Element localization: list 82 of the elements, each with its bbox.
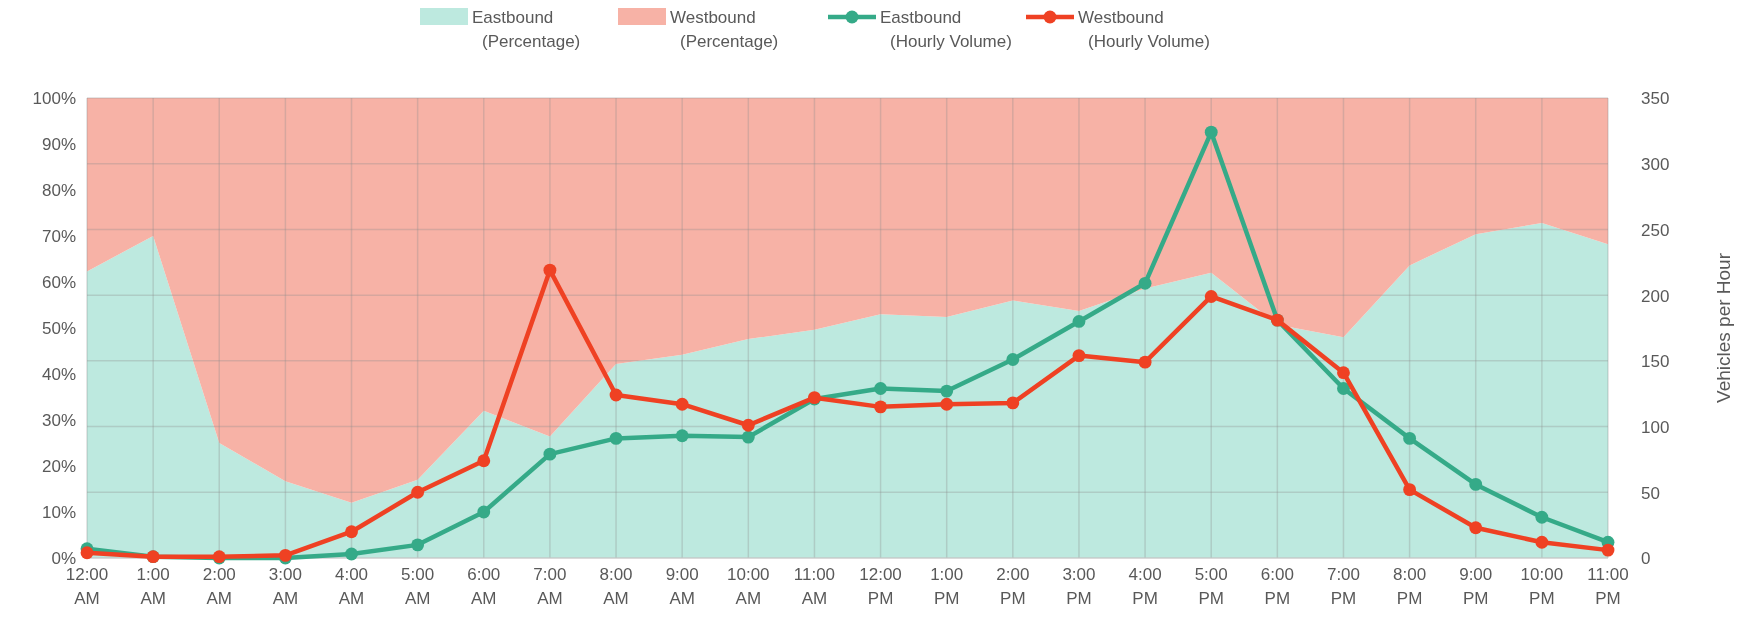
x-tick-label: 2:00 PM <box>996 565 1030 608</box>
y-tick-label: 30% <box>41 411 76 431</box>
x-tick-label: 8:00 PM <box>1393 565 1427 608</box>
legend-label: Eastbound (Hourly Volume) <box>880 8 1012 51</box>
point <box>1072 315 1086 328</box>
y-tick-label: 50% <box>41 319 76 339</box>
point <box>411 538 425 552</box>
point <box>609 431 623 445</box>
point <box>1006 396 1020 410</box>
y2-tick-label: 150 <box>1641 352 1670 372</box>
x-tick-label: 7:00 PM <box>1326 565 1361 608</box>
x-tick-label: 10:00 AM <box>727 565 770 608</box>
x-tick-label: 6:00 PM <box>1260 565 1294 608</box>
x-tick-label: 1:00 AM <box>136 565 170 608</box>
point <box>609 388 623 402</box>
point <box>477 505 491 519</box>
point <box>874 400 887 414</box>
y-tick-label: 10% <box>41 503 76 523</box>
point <box>345 547 358 561</box>
point <box>1535 535 1549 549</box>
point <box>1337 382 1350 395</box>
point <box>1403 483 1417 497</box>
x-tick-label: 3:00 PM <box>1062 565 1096 608</box>
y-tick-label: 90% <box>41 135 76 155</box>
x-tick-label: 4:00 PM <box>1128 565 1162 608</box>
y2-tick-label: 300 <box>1641 155 1670 175</box>
y2-tick-label: 100 <box>1641 418 1670 438</box>
legend-label: Westbound (Percentage) <box>670 8 779 51</box>
point <box>1403 431 1417 445</box>
y-tick-label: 70% <box>41 227 76 247</box>
point <box>1006 353 1020 366</box>
y-tick-label: 60% <box>41 273 76 293</box>
point <box>1204 125 1218 139</box>
x-tick-label: 5:00 PM <box>1194 565 1228 608</box>
point <box>741 430 755 444</box>
x-tick-label: 9:00 AM <box>665 565 699 608</box>
point <box>874 382 887 395</box>
x-tick-label: 6:00 AM <box>467 565 501 608</box>
y-tick-label: 20% <box>41 457 76 477</box>
legend-label: Westbound (Hourly Volume) <box>1078 8 1210 51</box>
y2-tick-label: 350 <box>1641 89 1670 109</box>
point <box>543 447 557 461</box>
point <box>1337 366 1350 380</box>
point <box>543 263 557 277</box>
point <box>477 454 491 468</box>
x-tick-label: 3:00 AM <box>268 565 302 608</box>
x-tick-label: 7:00 AM <box>533 565 567 608</box>
point <box>345 525 358 539</box>
point <box>675 397 689 411</box>
point <box>675 429 689 443</box>
x-tick-label: 1:00 PM <box>930 565 964 608</box>
y2-axis-title: Vehicles per Hour <box>1713 252 1734 403</box>
point <box>1204 290 1218 303</box>
x-tick-label: 4:00 AM <box>334 565 369 608</box>
point <box>1601 543 1615 557</box>
x-tick-label: 11:00 PM <box>1587 565 1629 608</box>
x-tick-label: 11:00 AM <box>793 565 836 608</box>
y-tick-label: 40% <box>41 365 76 385</box>
point <box>1469 521 1483 535</box>
y2-tick-label: 50 <box>1641 483 1660 503</box>
point <box>1138 276 1152 290</box>
y-tick-label: 100% <box>32 89 76 109</box>
y2-tick-label: 0 <box>1641 549 1651 569</box>
legend-label: Eastbound (Percentage) <box>472 8 581 51</box>
point <box>940 397 954 411</box>
point <box>1072 349 1086 363</box>
y-tick-label: 80% <box>41 181 76 201</box>
x-tick-label: 5:00 AM <box>401 565 435 608</box>
point <box>411 485 425 499</box>
point <box>940 384 954 398</box>
y2-tick-label: 250 <box>1641 220 1670 240</box>
x-tick-label: 9:00 PM <box>1459 565 1493 608</box>
point <box>80 546 94 560</box>
x-tick-label: 12:00 PM <box>859 565 902 608</box>
x-tick-label: 10:00 PM <box>1520 565 1564 608</box>
point <box>1469 477 1483 491</box>
point <box>741 418 755 432</box>
point <box>1138 355 1152 369</box>
x-tick-label: 2:00 AM <box>202 565 236 608</box>
x-tick-label: 8:00 AM <box>599 565 633 608</box>
point <box>1535 510 1549 524</box>
y2-tick-label: 200 <box>1641 286 1670 306</box>
